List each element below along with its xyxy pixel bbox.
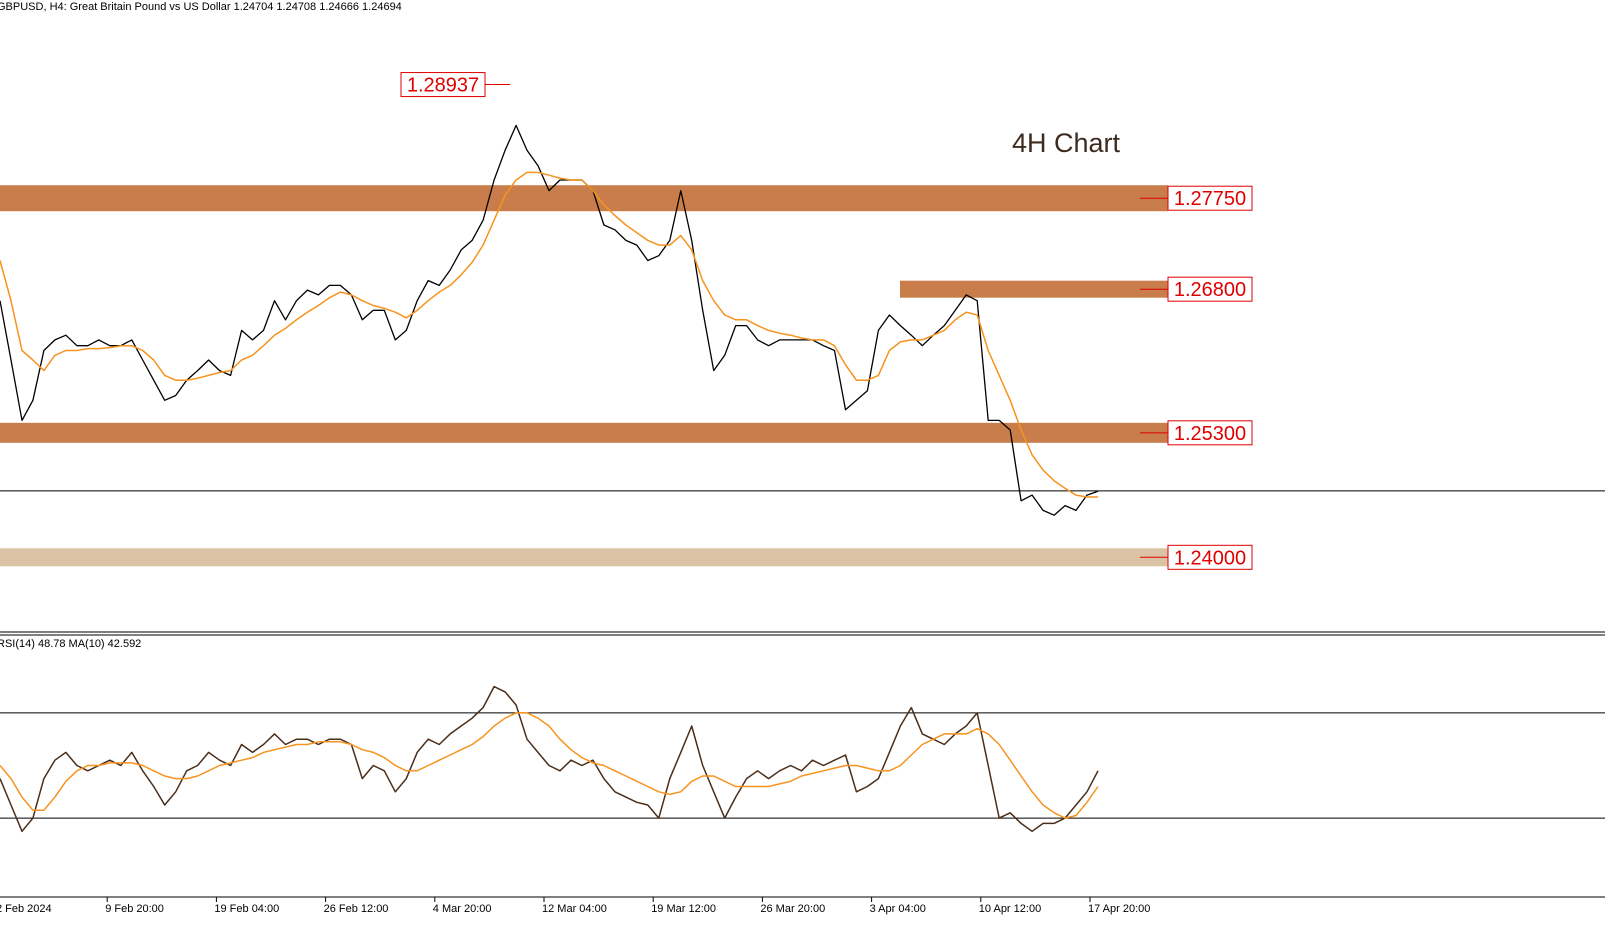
series-line [0, 171, 1098, 498]
x-tick-label: 3 Apr 04:00 [870, 903, 926, 915]
rsi-title: RSI(14) 48.78 MA(10) 42.592 [0, 638, 141, 650]
x-tick-label: 2 Feb 2024 [0, 903, 52, 915]
x-tick-label: 4 Mar 20:00 [433, 903, 492, 915]
peak-label: 1.28937 [407, 75, 479, 97]
support-resistance-zone [0, 185, 1168, 212]
level-label: 1.26800 [1174, 279, 1246, 301]
x-tick-label: 19 Mar 12:00 [651, 903, 716, 915]
x-tick-label: 19 Feb 04:00 [214, 903, 279, 915]
level-label: 1.24000 [1174, 547, 1246, 569]
chart-title: GBPUSD, H4: Great Britain Pound vs US Do… [0, 1, 402, 13]
x-tick-label: 9 Feb 20:00 [105, 903, 164, 915]
x-tick-label: 26 Mar 20:00 [760, 903, 825, 915]
level-label: 1.25300 [1174, 423, 1246, 445]
series-line [0, 124, 1099, 516]
support-resistance-zone [900, 280, 1168, 298]
x-tick-label: 10 Apr 12:00 [979, 903, 1041, 915]
level-label-box [1167, 420, 1253, 446]
x-tick-label: 26 Feb 12:00 [324, 903, 389, 915]
x-tick-label: 17 Apr 20:00 [1088, 903, 1150, 915]
level-label-box [1167, 544, 1253, 570]
series-line [0, 712, 1099, 819]
support-resistance-zone [0, 422, 1168, 443]
support-resistance-zone [0, 548, 1168, 567]
peak-label-box [400, 72, 486, 98]
level-label-box [1167, 185, 1253, 211]
annotation: 4H Chart [1012, 128, 1121, 158]
level-label: 1.27750 [1174, 188, 1246, 210]
series-line [0, 685, 1099, 833]
x-tick-label: 12 Mar 04:00 [542, 903, 607, 915]
level-label-box [1167, 276, 1253, 302]
